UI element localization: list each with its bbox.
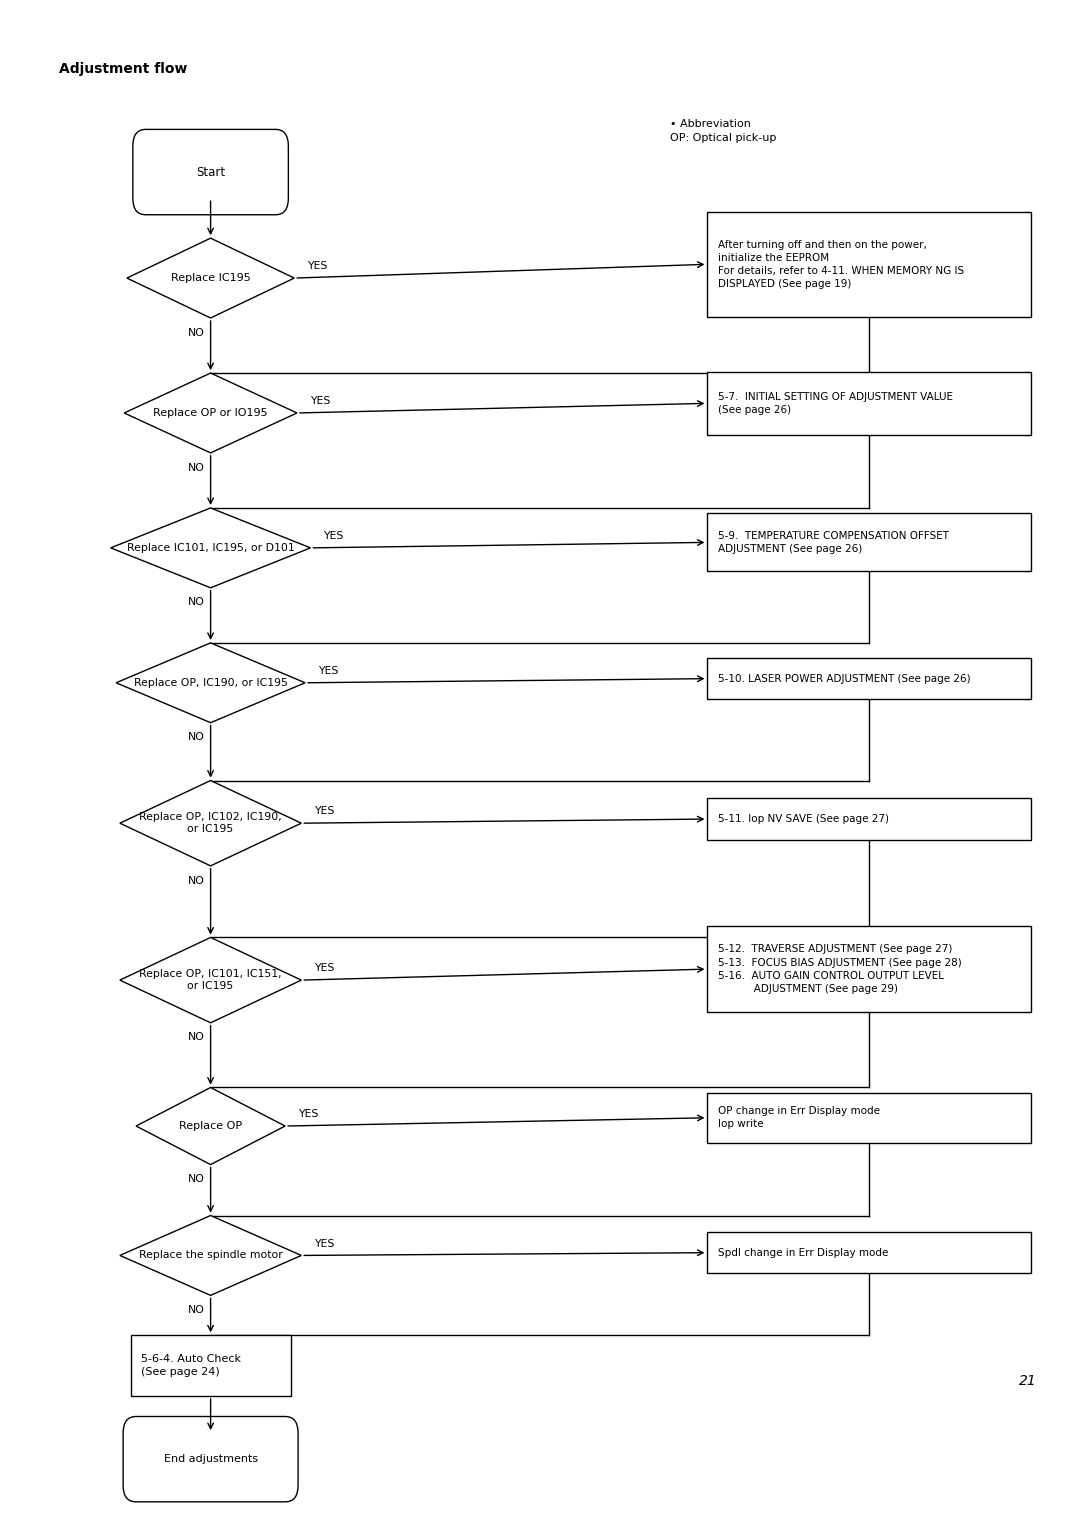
Text: Replace IC195: Replace IC195 [171,274,251,283]
Text: YES: YES [298,1109,319,1118]
Text: Replace OP or IO195: Replace OP or IO195 [153,408,268,419]
Bar [131,1335,291,1397]
Text: Spdl change in Err Display mode: Spdl change in Err Display mode [718,1248,889,1258]
Polygon shape [111,507,311,588]
Polygon shape [124,373,297,452]
Polygon shape [120,1215,301,1296]
Text: 5-6-4. Auto Check
(See page 24): 5-6-4. Auto Check (See page 24) [141,1354,242,1377]
Text: NO: NO [188,1305,205,1316]
Text: Replace OP: Replace OP [179,1122,242,1131]
Text: YES: YES [314,807,335,816]
Polygon shape [120,938,301,1022]
Text: NO: NO [188,1174,205,1184]
Bar [707,926,1031,1012]
Text: OP change in Err Display mode
Iop write: OP change in Err Display mode Iop write [718,1106,880,1129]
Text: YES: YES [314,1239,335,1248]
Text: Replace OP, IC190, or IC195: Replace OP, IC190, or IC195 [134,678,287,688]
Text: NO: NO [188,732,205,743]
Text: After turning off and then on the power,
initialize the EEPROM
For details, refe: After turning off and then on the power,… [718,240,964,289]
Text: YES: YES [314,963,335,973]
Text: 5-7.  INITIAL SETTING OF ADJUSTMENT VALUE
(See page 26): 5-7. INITIAL SETTING OF ADJUSTMENT VALUE… [718,391,954,416]
Text: YES: YES [308,261,327,270]
Text: Start: Start [197,165,225,179]
Text: Adjustment flow: Adjustment flow [59,61,188,76]
Text: 21: 21 [1020,1374,1037,1387]
Text: NO: NO [188,1033,205,1042]
Text: End adjustments: End adjustments [163,1455,258,1464]
Text: NO: NO [188,327,205,338]
Text: YES: YES [324,532,343,541]
Text: NO: NO [188,597,205,608]
Text: • Abbreviation
OP: Optical pick-up: • Abbreviation OP: Optical pick-up [670,119,775,142]
FancyBboxPatch shape [123,1416,298,1502]
Text: YES: YES [310,396,330,406]
Text: 5-12.  TRAVERSE ADJUSTMENT (See page 27)
5-13.  FOCUS BIAS ADJUSTMENT (See page : 5-12. TRAVERSE ADJUSTMENT (See page 27) … [718,944,962,993]
Polygon shape [120,781,301,866]
Text: NO: NO [188,876,205,886]
Polygon shape [127,238,294,318]
Text: Replace IC101, IC195, or D101: Replace IC101, IC195, or D101 [126,542,295,553]
Bar [707,659,1031,700]
Polygon shape [136,1088,285,1164]
Text: Replace OP, IC102, IC190,
or IC195: Replace OP, IC102, IC190, or IC195 [139,813,282,834]
Bar [707,1232,1031,1273]
Polygon shape [117,643,305,723]
Bar [707,513,1031,571]
Text: Replace OP, IC101, IC151,
or IC195: Replace OP, IC101, IC151, or IC195 [139,969,282,992]
Text: 5-9.  TEMPERATURE COMPENSATION OFFSET
ADJUSTMENT (See page 26): 5-9. TEMPERATURE COMPENSATION OFFSET ADJ… [718,530,949,555]
Text: 5-10. LASER POWER ADJUSTMENT (See page 26): 5-10. LASER POWER ADJUSTMENT (See page 2… [718,674,971,683]
Text: Replace the spindle motor: Replace the spindle motor [138,1250,283,1261]
Bar [707,212,1031,316]
Bar [707,371,1031,435]
Text: NO: NO [188,463,205,472]
Bar [707,1093,1031,1143]
FancyBboxPatch shape [133,130,288,215]
Text: YES: YES [319,666,338,675]
Text: 5-11. Iop NV SAVE (See page 27): 5-11. Iop NV SAVE (See page 27) [718,814,889,824]
Bar [707,799,1031,840]
